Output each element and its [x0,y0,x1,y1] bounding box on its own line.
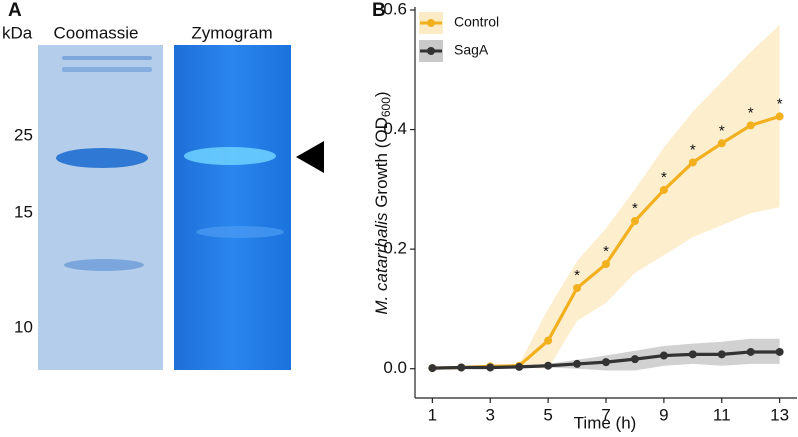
y-label-end: ) [372,91,391,97]
data-point [659,185,668,194]
gel-band [184,147,276,165]
x-tick-label: 7 [601,405,610,424]
x-tick-label: 1 [428,405,437,424]
y-axis-label: M. catarrhalis Growth (OD600) [372,91,393,314]
data-point [717,350,726,359]
data-point [688,350,697,359]
data-point [486,363,495,372]
data-point [544,336,553,345]
marker-label: 25 [14,125,33,144]
lane-label: Coomassie [53,23,138,42]
y-label-subscript: 600 [379,97,393,117]
significance-mark: * [690,141,696,158]
gel-band [64,259,144,271]
data-point [775,112,784,121]
unit-label: kDa [2,23,33,42]
y-tick-label: 0.4 [383,119,407,138]
data-point [630,355,639,364]
gel-band [196,226,284,238]
legend-marker [427,19,435,27]
y-label-italic: M. catarrhalis [372,212,391,315]
x-tick-label: 3 [486,405,495,424]
y-tick-label: 0.6 [383,0,407,18]
x-axis-label: Time (h) [574,413,637,432]
x-tick-label: 5 [543,405,552,424]
significance-mark: * [777,95,783,112]
data-point [659,351,668,360]
data-point [573,283,582,292]
gel-band [62,67,152,72]
y-tick-label: 0.2 [383,239,407,258]
confidence-band [432,24,780,369]
panel-label: A [8,0,22,21]
zymogram-gel [174,45,291,370]
legend-label: Control [454,14,499,30]
data-point [630,217,639,226]
significance-mark: * [574,267,580,284]
x-tick-label: 9 [659,405,668,424]
data-point [775,347,784,356]
data-point [602,260,610,269]
x-tick-label: 13 [770,405,789,424]
data-point [457,363,466,372]
data-point [688,158,697,167]
panel-label: B [372,0,386,21]
data-point [602,358,610,367]
data-point [717,139,726,148]
significance-mark: * [748,104,754,121]
confidence-band [432,338,780,371]
x-tick-label: 11 [713,405,731,424]
significance-mark: * [632,200,638,217]
gel-band [62,56,152,60]
data-point [573,359,582,368]
coomassie-gel [38,45,163,370]
marker-label: 10 [14,317,33,336]
significance-mark: * [719,122,725,139]
arrowhead [296,141,324,173]
data-point [428,364,437,373]
y-label-text: Growth (OD [372,117,391,212]
data-point [746,347,755,356]
data-point [746,121,755,130]
data-point [515,362,524,371]
legend-marker [427,47,435,55]
significance-mark: * [661,169,667,186]
legend-label: SagA [454,42,489,58]
significance-mark: * [603,243,609,260]
gel-band [56,148,148,168]
lane-label: Zymogram [191,23,272,42]
marker-label: 15 [14,202,33,221]
data-point [544,361,553,370]
y-tick-label: 0.0 [383,358,407,377]
